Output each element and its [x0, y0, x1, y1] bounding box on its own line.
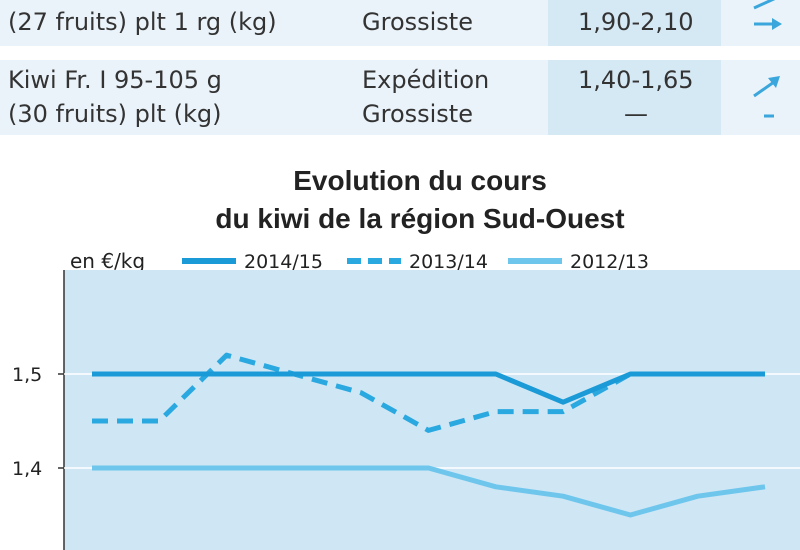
- trend-up-icon: [753, 76, 780, 98]
- series-line-2012-13: [92, 465, 766, 518]
- product-line: (27 fruits) plt 1 rg (kg): [8, 8, 277, 36]
- price-column: [548, 0, 721, 135]
- price-value: 1,90-2,10: [578, 8, 694, 36]
- series-line-2014-15: [92, 371, 765, 405]
- product-line: (30 fruits) plt (kg): [8, 100, 222, 128]
- plot-area: [64, 270, 800, 550]
- price-table: (27 fruits) plt 1 rg (kg) Grossiste 1,90…: [0, 0, 800, 150]
- trend-none-icon: [764, 114, 774, 118]
- y-axis-unit-label: en €/kg: [70, 249, 145, 273]
- product-line: Kiwi Fr. I 95-105 g: [8, 66, 222, 94]
- chart-legend: 2014/15 2013/14 2012/13: [182, 251, 649, 273]
- y-axis-ticks: 1,31,41,5: [12, 364, 64, 480]
- stage-line: Grossiste: [362, 8, 473, 36]
- price-value: —: [624, 100, 648, 128]
- y-tick-label: 1,5: [12, 364, 42, 386]
- price-chart: Evolution du cours du kiwi de la région …: [12, 165, 800, 550]
- price-value: 1,40-1,65: [578, 66, 694, 94]
- legend-label-2013-14: 2013/14: [409, 251, 488, 273]
- series-lines: [92, 352, 766, 518]
- y-tick-label: 1,4: [12, 458, 42, 480]
- chart-title-line-2: du kiwi de la région Sud-Ouest: [215, 203, 624, 234]
- trend-stable-icon: [754, 18, 782, 30]
- trend-partial-icon: [753, 0, 776, 10]
- legend-label-2014-15: 2014/15: [244, 251, 323, 273]
- stage-line: Grossiste: [362, 100, 473, 128]
- chart-title-line-1: Evolution du cours: [293, 165, 547, 196]
- legend-label-2012-13: 2012/13: [570, 251, 649, 273]
- stage-line: Expédition: [362, 66, 490, 94]
